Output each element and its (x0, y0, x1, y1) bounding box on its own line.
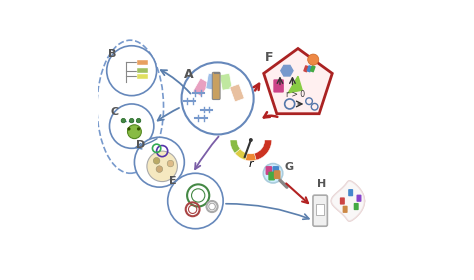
Wedge shape (246, 153, 256, 161)
Polygon shape (281, 66, 293, 76)
Circle shape (147, 151, 177, 182)
Wedge shape (235, 149, 247, 160)
Bar (137, 69, 148, 73)
FancyBboxPatch shape (220, 73, 232, 90)
Text: G: G (284, 162, 293, 172)
FancyBboxPatch shape (193, 78, 209, 96)
FancyBboxPatch shape (206, 73, 218, 90)
Circle shape (109, 104, 154, 148)
Text: B: B (108, 48, 117, 59)
Wedge shape (230, 140, 240, 153)
Circle shape (182, 62, 254, 134)
Circle shape (135, 137, 184, 187)
FancyBboxPatch shape (212, 72, 220, 99)
FancyBboxPatch shape (274, 170, 281, 179)
Circle shape (308, 54, 319, 65)
FancyBboxPatch shape (310, 65, 316, 73)
Circle shape (167, 160, 174, 167)
FancyBboxPatch shape (230, 84, 244, 102)
FancyBboxPatch shape (268, 172, 275, 181)
Circle shape (129, 118, 134, 123)
FancyBboxPatch shape (354, 203, 359, 210)
Bar (137, 60, 148, 65)
Text: D: D (136, 140, 145, 150)
Circle shape (128, 125, 141, 139)
Polygon shape (264, 48, 332, 114)
Polygon shape (288, 76, 302, 93)
Bar (316, 204, 324, 215)
FancyBboxPatch shape (348, 189, 353, 196)
Text: r: r (248, 159, 253, 169)
FancyBboxPatch shape (273, 79, 284, 93)
FancyBboxPatch shape (356, 195, 362, 202)
Circle shape (153, 157, 160, 164)
Text: H: H (318, 179, 327, 189)
FancyBboxPatch shape (313, 195, 328, 226)
FancyBboxPatch shape (303, 65, 309, 73)
FancyBboxPatch shape (273, 166, 279, 175)
Circle shape (137, 127, 140, 130)
Wedge shape (255, 140, 272, 160)
Circle shape (168, 173, 223, 229)
Circle shape (137, 118, 141, 123)
Circle shape (156, 166, 163, 172)
FancyBboxPatch shape (340, 197, 345, 205)
Text: A: A (184, 68, 194, 81)
Text: F: F (264, 51, 273, 64)
FancyBboxPatch shape (307, 65, 312, 73)
FancyBboxPatch shape (265, 166, 272, 175)
Text: r > 0: r > 0 (286, 90, 305, 99)
Circle shape (249, 138, 253, 142)
Circle shape (107, 46, 156, 96)
Circle shape (121, 118, 126, 123)
Circle shape (127, 127, 130, 130)
Polygon shape (331, 181, 365, 221)
FancyBboxPatch shape (343, 206, 347, 213)
Bar (137, 74, 148, 79)
Circle shape (264, 164, 283, 183)
Text: E: E (169, 176, 177, 186)
Text: C: C (111, 107, 119, 117)
